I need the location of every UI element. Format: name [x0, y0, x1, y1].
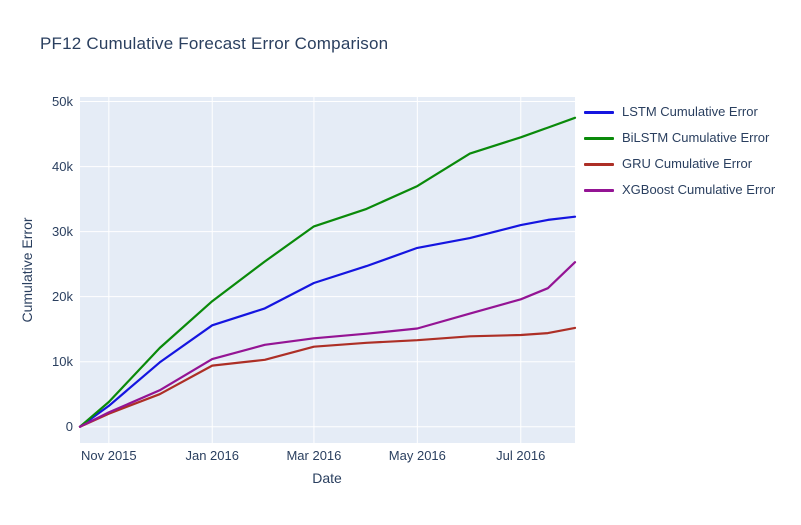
series-line-lstm [78, 215, 577, 428]
y-tick-label: 50k [52, 93, 73, 109]
legend: LSTM Cumulative Error BiLSTM Cumulative E… [584, 104, 775, 208]
legend-line-swatch-icon [584, 188, 614, 192]
legend-label: BiLSTM Cumulative Error [622, 130, 770, 145]
x-tick-label: May 2016 [388, 448, 446, 463]
y-tick-label: 10k [52, 353, 73, 369]
x-tick-label: Mar 2016 [286, 448, 342, 463]
legend-label: LSTM Cumulative Error [622, 104, 758, 119]
legend-item-xgboost[interactable]: XGBoost Cumulative Error [584, 182, 775, 198]
legend-label: XGBoost Cumulative Error [622, 182, 776, 197]
x-axis-title: Date [312, 470, 342, 486]
y-tick-label: 40k [52, 158, 73, 174]
legend-item-bilstm[interactable]: BiLSTM Cumulative Error [584, 130, 775, 146]
legend-item-gru[interactable]: GRU Cumulative Error [584, 156, 775, 172]
plot-background [80, 97, 575, 443]
legend-line-swatch-icon [584, 136, 614, 140]
y-tick-label: 20k [52, 288, 73, 304]
series-line-xgboost [78, 261, 577, 428]
y-tick-label: 0 [65, 418, 73, 434]
chart-title: PF12 Cumulative Forecast Error Compariso… [40, 34, 389, 53]
x-tick-label: Nov 2015 [80, 448, 137, 463]
x-tick-label: Jul 2016 [496, 448, 546, 463]
legend-line-swatch-icon [584, 110, 614, 114]
y-tick-label: 30k [52, 223, 73, 239]
series-line-bilstm [78, 116, 577, 428]
series-line-gru [78, 326, 577, 428]
x-tick-label: Jan 2016 [185, 448, 239, 463]
legend-label: GRU Cumulative Error [622, 156, 753, 171]
legend-item-lstm[interactable]: LSTM Cumulative Error [584, 104, 775, 120]
legend-line-swatch-icon [584, 162, 614, 166]
